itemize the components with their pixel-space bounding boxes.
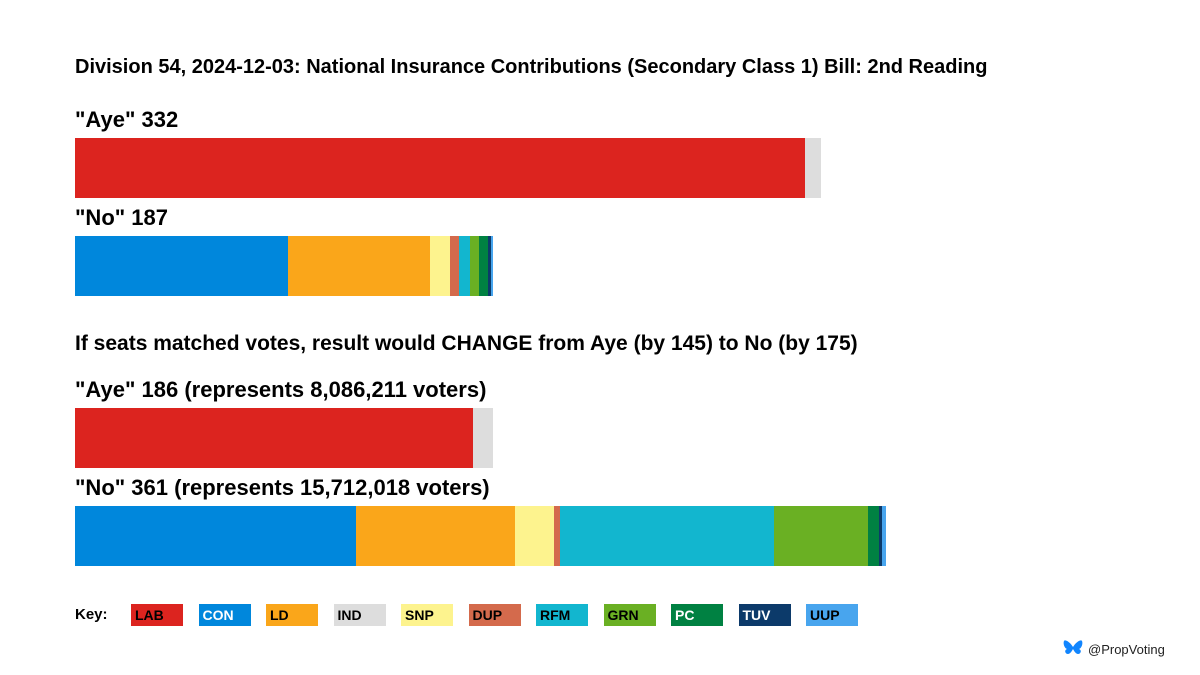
bar-segment-actual-no-rfm bbox=[459, 236, 471, 296]
bar-segment-proportional-no-snp bbox=[515, 506, 554, 566]
legend-item-grn: GRN bbox=[603, 604, 656, 626]
chart-subtitle: If seats matched votes, result would CHA… bbox=[75, 332, 858, 355]
legend-item-uup: UUP bbox=[806, 604, 858, 626]
bar-segment-proportional-no-con bbox=[75, 506, 356, 566]
bar-segment-actual-no-grn bbox=[470, 236, 480, 296]
bar-segment-proportional-no-dup bbox=[553, 506, 561, 566]
bar-proportional-aye bbox=[75, 408, 493, 468]
bar-segment-proportional-no-grn bbox=[773, 506, 868, 566]
bar-segment-actual-no-pc bbox=[479, 236, 489, 296]
legend-item-ld: LD bbox=[266, 604, 318, 626]
bar-segment-actual-no-ld bbox=[288, 236, 430, 296]
bar-segment-actual-aye-ind bbox=[805, 138, 821, 198]
legend-item-pc: PC bbox=[671, 604, 723, 626]
bar-segment-actual-aye-lab bbox=[75, 138, 806, 198]
bar-segment-actual-no-con bbox=[75, 236, 289, 296]
legend-key-label: Key: bbox=[75, 606, 108, 623]
bar-label-actual-aye: "Aye" 332 bbox=[75, 107, 179, 132]
legend-item-dup: DUP bbox=[468, 604, 521, 626]
chart-title: Division 54, 2024-12-03: National Insura… bbox=[75, 56, 988, 78]
bar-segment-actual-no-snp bbox=[429, 236, 451, 296]
legend-item-rfm: RFM bbox=[536, 604, 588, 626]
legend-item-lab: LAB bbox=[131, 604, 183, 626]
bar-segment-actual-no-dup bbox=[450, 236, 460, 296]
bar-segment-proportional-aye-lab bbox=[75, 408, 473, 468]
bar-segment-proportional-no-pc bbox=[868, 506, 880, 566]
bar-proportional-no bbox=[75, 506, 886, 566]
bar-segment-proportional-no-rfm bbox=[560, 506, 774, 566]
bar-segment-proportional-no-ld bbox=[355, 506, 516, 566]
butterfly-icon bbox=[1062, 639, 1084, 659]
bar-segment-proportional-aye-ind bbox=[472, 408, 493, 468]
bar-actual-aye bbox=[75, 138, 821, 198]
bar-label-proportional-no: "No" 361 (represents 15,712,018 voters) bbox=[75, 475, 490, 500]
credit-handle: @PropVoting bbox=[1088, 641, 1165, 657]
bar-segment-proportional-no-uup bbox=[881, 506, 886, 566]
bar-segment-actual-no-uup bbox=[490, 236, 493, 296]
bar-segment-actual-no-tuv bbox=[488, 236, 491, 296]
legend-item-con: CON bbox=[198, 604, 251, 626]
bar-actual-no bbox=[75, 236, 493, 296]
legend-item-snp: SNP bbox=[401, 604, 453, 626]
legend-item-tuv: TUV bbox=[738, 604, 791, 626]
credit: @PropVoting bbox=[1062, 639, 1165, 659]
bar-segment-proportional-no-tuv bbox=[879, 506, 882, 566]
bar-label-actual-no: "No" 187 bbox=[75, 205, 169, 230]
bar-label-proportional-aye: "Aye" 186 (represents 8,086,211 voters) bbox=[75, 377, 487, 402]
legend-item-ind: IND bbox=[333, 604, 386, 626]
